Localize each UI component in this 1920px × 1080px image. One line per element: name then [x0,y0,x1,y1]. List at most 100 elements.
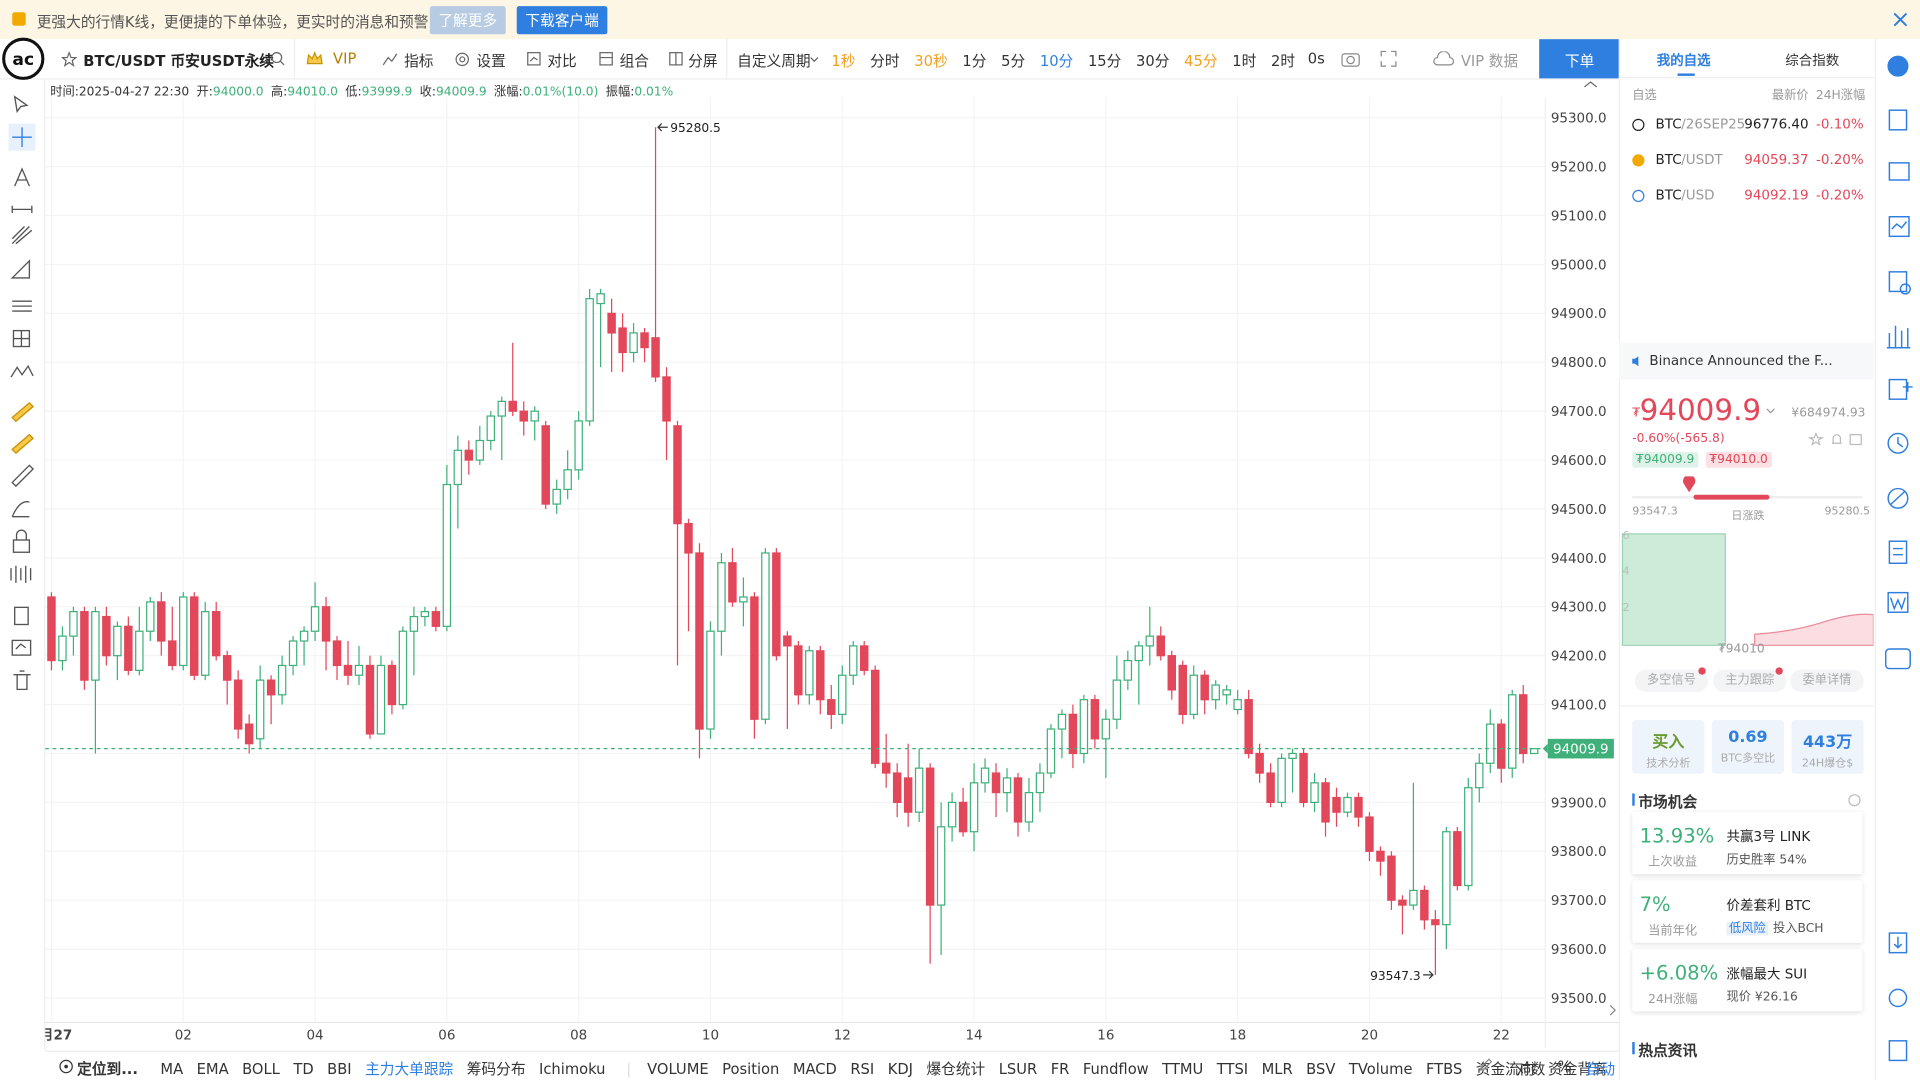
indicator[interactable]: MACD [792,1060,837,1078]
opportunity-card[interactable]: 13.93% 上次收益 共赢3号 LINK 历史胜率 54% [1632,811,1863,875]
candle-body [1024,791,1034,823]
separator [628,1062,630,1077]
period[interactable]: 30分 [1136,52,1170,70]
indicator[interactable]: Position [722,1060,780,1078]
indicator[interactable]: TTMU [1162,1060,1204,1078]
stat-box[interactable]: 0.69 BTC多空比 [1711,720,1785,774]
side-icon-set[interactable] [1876,39,1920,1080]
edit-icon[interactable] [1478,1058,1493,1073]
download-button[interactable]: 下载客户端 [516,6,608,35]
watchlist-group[interactable]: 自选 [1632,89,1657,103]
tab[interactable]: 我的自选 [1656,52,1711,69]
period[interactable]: 1秒 [831,52,856,70]
order-button-bg[interactable] [1539,39,1619,79]
watch-base[interactable]: BTC [1655,187,1682,204]
close-icon[interactable] [1893,12,1908,27]
opportunity-detail: 投入BCH [1773,922,1824,936]
candle-body [464,449,474,461]
ohlc-value: 2025-04-27 22:30 [78,85,190,100]
period[interactable]: 45分 [1184,52,1218,70]
indicator[interactable]: LSUR [998,1060,1038,1078]
settings[interactable]: 设置 [476,52,506,70]
vip[interactable]: VIP [333,50,357,68]
indicator[interactable]: 资金流向 [1475,1060,1535,1078]
y-tick-label: 95300.0 [1551,112,1607,127]
camera-icon[interactable] [1341,50,1361,67]
period[interactable]: 10分 [1039,52,1074,70]
indicator[interactable]: KDJ [887,1060,913,1078]
percent-scale[interactable]: % [1557,1057,1572,1076]
indicator[interactable]: TTSI [1216,1060,1249,1078]
indicator[interactable]: Fundflow [1082,1060,1149,1078]
log-scale[interactable]: 对数 [1515,1060,1546,1078]
learn-more-button[interactable]: 了解更多 [429,6,506,35]
order-button[interactable]: 下单 [1564,52,1595,70]
fullscreen-icon[interactable] [1380,50,1397,67]
stat-box[interactable]: 443万 24H爆仓$ [1791,720,1864,774]
collapse-icon[interactable] [1582,78,1599,90]
indicator[interactable]: TD [293,1060,314,1078]
candle-body [1518,694,1528,755]
indicator[interactable]: 资金背离 [1548,1060,1607,1078]
order-detail-button[interactable]: 委单详情 [1790,669,1864,692]
period[interactable]: 2时 [1271,52,1296,70]
ohlc-value: 93999.9 [361,85,413,100]
indicator[interactable]: Ichimoku [539,1060,606,1078]
ohlc-label: 高: [270,85,288,100]
signal-button[interactable]: 多空信号 [1634,669,1709,692]
indicator[interactable]: MLR [1261,1060,1293,1078]
news-text[interactable]: Binance Announced the F... [1649,352,1833,369]
tracking-button[interactable]: 主力跟踪 [1713,669,1787,692]
coin-icon [1632,189,1645,203]
indicator[interactable]: TVolume [1348,1060,1413,1078]
indicator[interactable]: FTBS [1425,1060,1463,1078]
indicator[interactable]: BOLL [242,1060,280,1078]
indicator[interactable]: BBI [327,1060,352,1078]
period[interactable]: 分时 [870,52,900,70]
watch-base[interactable]: BTC [1655,151,1682,168]
tab[interactable]: 综合指数 [1785,52,1840,69]
crown-icon [306,51,323,65]
price-actions[interactable] [1808,432,1864,447]
refresh-icon[interactable] [1848,793,1861,807]
period[interactable]: 5分 [1001,52,1026,70]
ohlc-value: 94010.0 [287,85,338,100]
period[interactable]: 30秒 [914,52,948,70]
indicator[interactable]: BSV [1306,1060,1336,1078]
indicators[interactable]: 指标 [404,52,434,70]
candle-body [277,664,287,696]
stat-box[interactable]: 买入 技术分析 [1632,720,1705,774]
symbol[interactable]: BTC/USDT 币安USDT永续 [83,52,275,70]
indicator[interactable]: MA [160,1060,184,1078]
indicator[interactable]: FR [1050,1060,1070,1078]
indicator[interactable]: VOLUME [647,1060,709,1078]
ohlc-label: 开: [196,85,213,100]
period[interactable]: 1分 [962,52,987,70]
period[interactable]: 1时 [1232,52,1257,70]
indicator[interactable]: 筹码分布 [466,1060,526,1078]
stat-caption: BTC多空比 [1720,753,1776,766]
vip-data[interactable]: VIP 数据 [1460,52,1519,70]
opportunity-card[interactable]: +6.08% 24H涨幅 涨幅最大 SUI 现价 ¥26.16 [1632,948,1863,1012]
auto-scale[interactable]: 自动 [1585,1060,1616,1078]
compare[interactable]: 对比 [547,52,577,70]
indicator[interactable]: 主力大单跟踪 [365,1060,454,1078]
watch-base[interactable]: BTC [1655,116,1682,133]
period[interactable]: 15分 [1087,52,1122,70]
opportunity-card[interactable]: 7% 当前年化 价差套利 BTC 低风险 投入BCH [1632,880,1863,943]
search-icon[interactable] [271,51,286,66]
indicator[interactable]: RSI [850,1060,875,1078]
locate[interactable]: 定位到... [77,1060,138,1078]
indicator[interactable]: 爆仓统计 [926,1060,986,1078]
y-tick-label: 93700.0 [1551,894,1607,909]
side-icons [1874,39,1920,1080]
indicator[interactable]: EMA [196,1060,229,1078]
scroll-icon[interactable] [1608,1004,1618,1016]
candle-body [69,611,78,637]
custom-period[interactable]: 自定义周期 [737,52,811,70]
star-icon[interactable] [61,51,78,67]
split[interactable]: 分屏 [688,52,718,70]
candle-body [596,293,605,305]
combo[interactable]: 组合 [619,52,649,70]
coin-icon [1632,118,1645,132]
